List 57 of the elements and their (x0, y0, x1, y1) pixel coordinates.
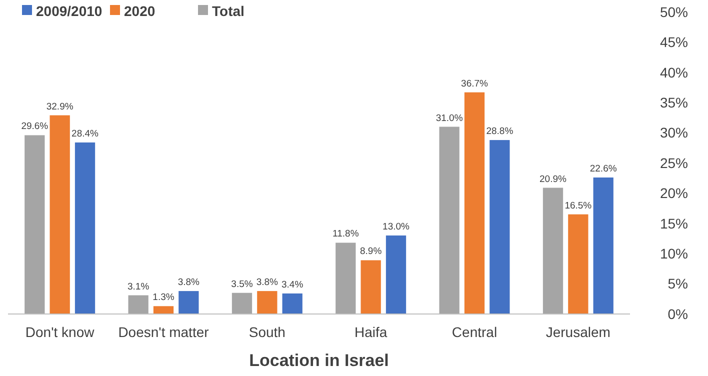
bar (24, 135, 45, 314)
data-label: 11.8% (332, 228, 360, 240)
data-label: 8.9% (360, 246, 382, 258)
x-tick-label: Don't know (25, 324, 96, 340)
y-tick-label: 20% (660, 185, 688, 202)
data-label: 3.8% (178, 277, 200, 288)
bar (336, 242, 356, 314)
data-label: 3.5% (231, 278, 254, 290)
bar (464, 92, 485, 314)
data-label: 1.3% (152, 292, 175, 304)
bar (282, 293, 302, 314)
bar (50, 115, 70, 314)
data-label: 3.1% (127, 281, 150, 292)
y-tick-label: 45% (660, 34, 688, 50)
y-tick-label: 15% (660, 215, 688, 232)
data-label: 28.8% (486, 126, 514, 138)
data-label: 31.0% (436, 112, 464, 124)
y-tick-label: 50% (660, 4, 688, 20)
bar (74, 142, 96, 314)
bar (257, 291, 278, 314)
legend-label: 2020 (124, 2, 156, 19)
data-label: 16.5% (564, 200, 592, 212)
legend-label: 2009/2010 (36, 2, 102, 19)
y-tick-label: 25% (660, 154, 688, 171)
data-label: 28.4% (72, 128, 100, 140)
bar (593, 177, 614, 314)
bar (153, 306, 174, 314)
bar (568, 214, 588, 314)
x-axis-title: Location in Israel (249, 351, 389, 370)
x-tick-label: Jerusalem (546, 324, 610, 340)
y-tick-label: 35% (660, 94, 688, 110)
bar (232, 292, 252, 314)
data-label: 22.6% (590, 163, 618, 174)
bar (178, 291, 199, 314)
y-tick-label: 0% (668, 306, 688, 322)
x-tick-label: South (248, 324, 286, 340)
y-tick-label: 10% (660, 246, 688, 262)
y-tick-label: 30% (660, 124, 688, 141)
data-label: 3.4% (282, 279, 304, 290)
x-tick-label: Central (452, 324, 498, 340)
data-label: 20.9% (540, 174, 568, 185)
bar (542, 188, 564, 314)
y-tick-label: 40% (660, 64, 688, 80)
data-label: 29.6% (21, 121, 49, 132)
bar (360, 260, 381, 314)
bar (128, 295, 148, 314)
data-label: 13.0% (382, 221, 410, 232)
data-label: 32.9% (46, 101, 74, 112)
bar (439, 126, 460, 314)
bar (386, 235, 406, 314)
bar (490, 140, 510, 314)
data-label: 36.7% (461, 78, 489, 90)
y-tick-label: 5% (668, 276, 688, 292)
data-label: 3.8% (256, 277, 279, 288)
x-tick-label: Haifa (354, 324, 388, 340)
legend-label: Total (212, 2, 244, 19)
x-tick-label: Doesn't matter (118, 324, 210, 340)
